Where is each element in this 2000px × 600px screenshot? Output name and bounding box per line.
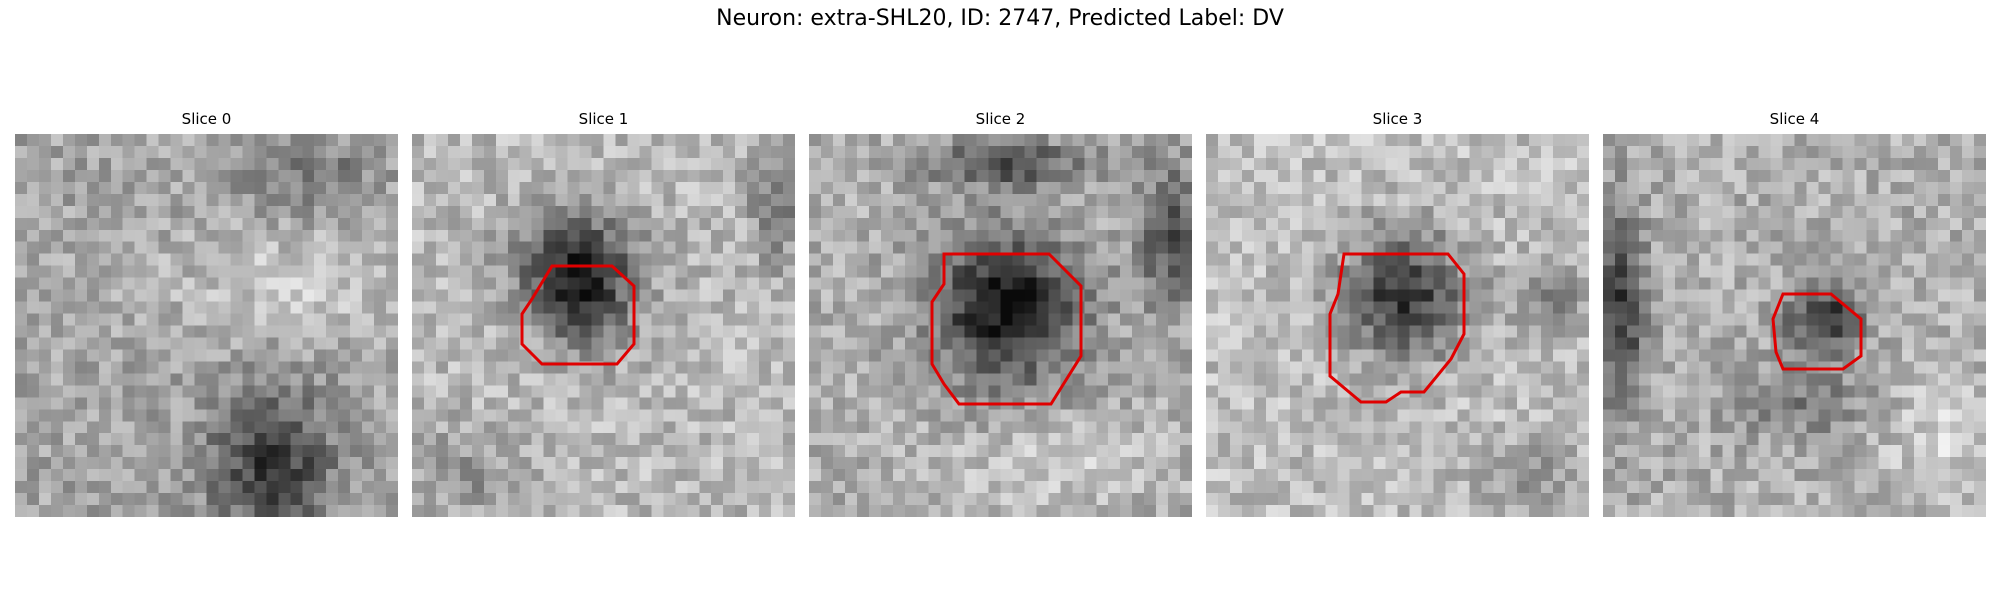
microscopy-slice-image — [15, 134, 398, 517]
slice-title: Slice 4 — [1769, 110, 1820, 128]
microscopy-slice-image — [412, 134, 795, 517]
microscopy-slice-image — [1206, 134, 1589, 517]
figure-title: Neuron: extra-SHL20, ID: 2747, Predicted… — [716, 6, 1284, 31]
slice-title: Slice 3 — [1372, 110, 1423, 128]
slice-title: Slice 0 — [181, 110, 232, 128]
slice-panel-4: Slice 4 — [1603, 108, 1986, 517]
microscopy-slice-image — [1603, 134, 1986, 517]
slice-title: Slice 1 — [578, 110, 629, 128]
slice-title: Slice 2 — [975, 110, 1026, 128]
microscopy-slice-image — [809, 134, 1192, 517]
slice-panel-2: Slice 2 — [809, 108, 1192, 517]
slice-panel-3: Slice 3 — [1206, 108, 1589, 517]
slice-panel-1: Slice 1 — [412, 108, 795, 517]
slice-panel-0: Slice 0 — [15, 108, 398, 517]
